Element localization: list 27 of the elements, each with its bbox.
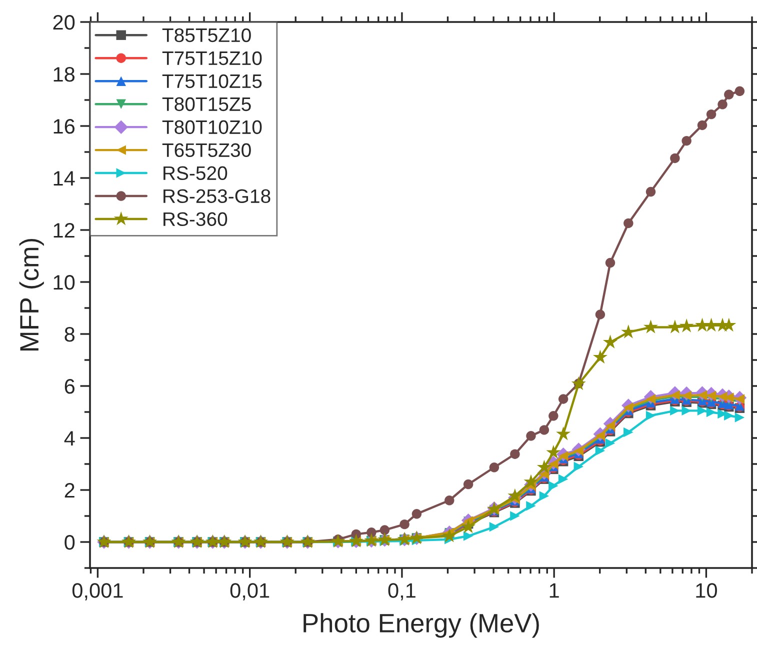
x-tick-label: 0,1 [388, 583, 416, 600]
y-tick-label: 0 [64, 535, 75, 550]
legend-label: RS-253-G18 [164, 189, 270, 204]
legend-label: T80T15Z5 [162, 97, 251, 112]
x-axis-title: Photo Energy (MeV) [304, 613, 539, 638]
y-tick-label: 14 [54, 171, 75, 186]
y-tick-label: 20 [53, 15, 75, 30]
y-tick-label: 18 [54, 67, 75, 82]
x-tick-label: 0,01 [230, 583, 270, 600]
y-axis-title: MFP (cm) [19, 238, 44, 350]
y-tick-label: 16 [54, 119, 75, 134]
x-tick-label: 0,001 [72, 583, 123, 600]
legend-label: T85T5Z10 [162, 28, 251, 42]
y-tick-label: 6 [64, 379, 74, 394]
x-tick-label: 1 [550, 583, 559, 598]
legend-label: T75T10Z15 [162, 74, 262, 88]
legend-label: T65T5Z30 [162, 143, 251, 158]
y-tick-label: 12 [54, 223, 74, 238]
legend-label: T75T15Z10 [162, 51, 262, 66]
legend-label: T80T10Z10 [162, 120, 262, 134]
y-tick-label: 2 [64, 483, 74, 498]
legend-label: RS-360 [164, 212, 228, 226]
legend-label: RS-520 [164, 166, 228, 180]
y-tick-label: 10 [54, 275, 75, 290]
y-tick-label: 4 [64, 431, 75, 446]
y-tick-label: 8 [64, 327, 75, 342]
x-tick-label: 10 [696, 583, 717, 598]
